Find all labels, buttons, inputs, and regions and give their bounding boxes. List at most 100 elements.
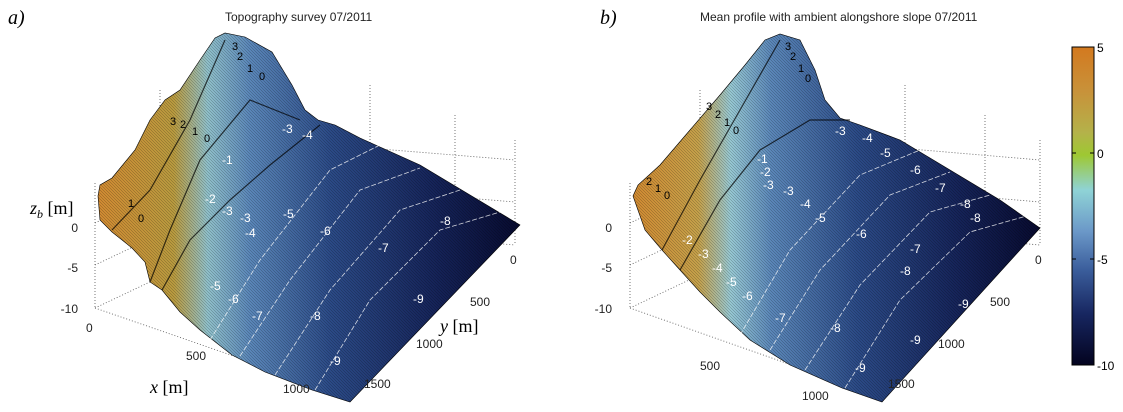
panel-a-contours: [209, 144, 501, 391]
svg-text:-7: -7: [252, 309, 263, 323]
svg-text:3: 3: [170, 116, 176, 128]
svg-text:-5: -5: [210, 279, 221, 293]
svg-text:-1: -1: [222, 153, 233, 167]
colorbar-tick-minus10: -10: [1097, 359, 1115, 373]
svg-text:-3: -3: [783, 184, 794, 198]
svg-text:1500: 1500: [364, 377, 391, 391]
svg-text:0: 0: [510, 253, 517, 267]
svg-text:-10: -10: [61, 302, 79, 316]
colorbar-tick-minus5: -5: [1097, 253, 1108, 267]
svg-text:-8: -8: [830, 321, 841, 335]
svg-text:1000: 1000: [802, 389, 829, 403]
svg-text:-9: -9: [330, 354, 341, 368]
panel-b-z-ticks: 0 -5 -10: [595, 221, 613, 316]
svg-text:-3: -3: [698, 247, 709, 261]
svg-text:-8: -8: [440, 214, 451, 228]
svg-text:2: 2: [646, 176, 652, 188]
svg-text:-5: -5: [67, 261, 78, 275]
svg-text:-5: -5: [726, 275, 737, 289]
panel-a-x-label: x [m]: [149, 377, 189, 397]
svg-text:-5: -5: [815, 211, 826, 225]
svg-text:0: 0: [259, 71, 265, 83]
colorbar: 5 0 -5 -10: [1071, 41, 1115, 373]
svg-text:-2: -2: [205, 192, 216, 206]
svg-text:0: 0: [805, 73, 811, 85]
svg-text:-8: -8: [310, 309, 321, 323]
svg-text:-4: -4: [800, 197, 811, 211]
svg-text:-1: -1: [757, 152, 768, 166]
panel-b-contour-labels: -1 -2 -3 -3 -4 -5 -6 -7 -8 -9 -2 -3 -4 -…: [682, 124, 981, 375]
svg-text:-7: -7: [935, 181, 946, 195]
panel-b-y-ticks: 0 500 1000 1500: [888, 253, 1042, 391]
svg-text:1000: 1000: [416, 337, 443, 351]
svg-text:-9: -9: [855, 361, 866, 375]
svg-text:3: 3: [706, 101, 712, 113]
svg-text:0: 0: [733, 125, 739, 137]
svg-text:0: 0: [86, 321, 93, 335]
panel-a-z-label: zb [m]: [29, 198, 74, 221]
panel-a-z-ticks: 0 -5 -10: [61, 221, 79, 316]
svg-text:-3: -3: [763, 178, 774, 192]
svg-text:1000: 1000: [283, 382, 310, 396]
panel-a: a) Topography survey 07/2011: [8, 7, 521, 403]
svg-text:0: 0: [71, 221, 78, 235]
panel-b-mesh: [633, 34, 1040, 402]
svg-text:-4: -4: [862, 131, 873, 145]
panel-b-letter: b): [600, 7, 617, 29]
svg-text:-10: -10: [595, 302, 613, 316]
colorbar-tick-5: 5: [1097, 41, 1104, 55]
svg-text:500: 500: [990, 295, 1010, 309]
panel-a-dune-labels: 3 2 1 0 3 2 1 0 1 0: [128, 41, 265, 225]
svg-text:500: 500: [186, 349, 206, 363]
svg-text:-8: -8: [900, 264, 911, 278]
svg-text:-8: -8: [970, 211, 981, 225]
svg-text:3: 3: [785, 41, 791, 53]
svg-text:2: 2: [180, 119, 186, 131]
svg-text:-6: -6: [910, 163, 921, 177]
panel-a-x-ticks: 0 500 1000: [86, 321, 310, 396]
svg-text:-9: -9: [958, 297, 969, 311]
svg-text:-5: -5: [880, 146, 891, 160]
svg-text:-6: -6: [320, 224, 331, 238]
svg-text:1: 1: [655, 183, 661, 195]
panel-a-title: Topography survey 07/2011: [225, 10, 373, 24]
svg-text:2: 2: [790, 51, 796, 63]
svg-text:-9: -9: [910, 333, 921, 347]
svg-text:0: 0: [204, 133, 210, 145]
svg-text:1: 1: [247, 63, 253, 75]
svg-text:2: 2: [715, 109, 721, 121]
panel-a-y-ticks: 0 500 1000 1500: [364, 253, 517, 391]
svg-text:-4: -4: [245, 226, 256, 240]
svg-text:-3: -3: [835, 124, 846, 138]
svg-text:1: 1: [724, 117, 730, 129]
panel-a-letter: a): [8, 7, 25, 29]
svg-text:-7: -7: [378, 241, 389, 255]
svg-text:3: 3: [232, 41, 238, 53]
svg-text:1000: 1000: [938, 337, 965, 351]
svg-text:500: 500: [470, 295, 490, 309]
svg-text:1: 1: [798, 63, 804, 75]
panel-b-contours: [739, 149, 1031, 389]
colorbar-tick-0: 0: [1097, 147, 1104, 161]
svg-text:-3: -3: [240, 211, 251, 225]
panel-b: b) Mean profile with ambient alongshore …: [595, 7, 1042, 403]
svg-text:0: 0: [138, 213, 144, 225]
svg-text:-9: -9: [413, 292, 424, 306]
svg-text:0: 0: [605, 221, 612, 235]
svg-text:-5: -5: [283, 207, 294, 221]
svg-text:-3: -3: [282, 122, 293, 136]
svg-text:-6: -6: [856, 227, 867, 241]
colorbar-bar: [1071, 46, 1095, 366]
svg-text:-7: -7: [910, 242, 921, 256]
svg-text:1: 1: [192, 126, 198, 138]
svg-text:-4: -4: [302, 128, 313, 142]
panel-b-dune-labels: 3 2 1 0 3 2 1 0 2 1 0: [646, 41, 811, 202]
svg-text:-3: -3: [222, 204, 233, 218]
svg-text:-2: -2: [760, 165, 771, 179]
panel-b-x-ticks: 500 1000: [700, 359, 829, 403]
panel-b-ridges: [661, 39, 850, 271]
svg-text:-6: -6: [742, 289, 753, 303]
svg-text:-8: -8: [960, 197, 971, 211]
panel-a-mesh: [98, 33, 520, 402]
